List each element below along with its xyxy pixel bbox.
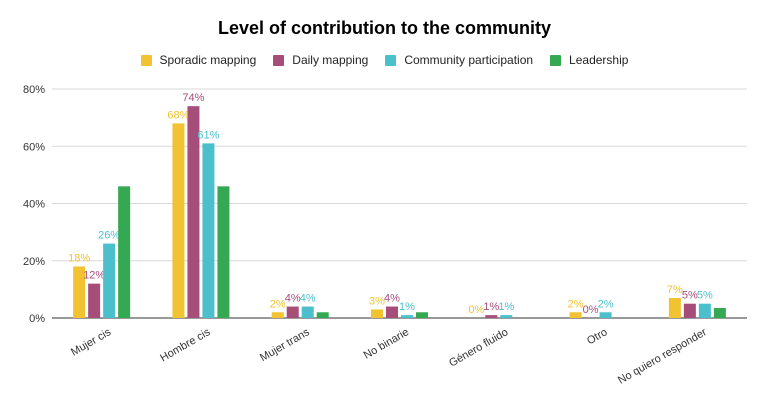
bar <box>371 309 383 318</box>
data-label: 18% <box>68 252 90 264</box>
bar <box>485 315 498 318</box>
bar <box>386 306 398 318</box>
bar <box>569 312 582 318</box>
data-label: 4% <box>285 293 301 305</box>
bar <box>118 186 131 318</box>
bar <box>73 266 86 318</box>
x-tick-label: Género fluido <box>447 326 510 369</box>
data-label: 2% <box>598 298 614 310</box>
bar <box>500 315 513 318</box>
bar <box>103 243 116 318</box>
data-label: 2% <box>270 298 286 310</box>
data-label: 5% <box>682 290 698 302</box>
legend-item: Daily mapping <box>273 53 368 67</box>
x-tick-label: Mujer cis <box>69 326 114 359</box>
data-label: 26% <box>98 230 120 242</box>
y-tick-label: 20% <box>23 256 45 268</box>
bar <box>202 143 215 318</box>
x-tick-label: No binarie <box>362 326 411 361</box>
bar <box>316 312 329 318</box>
x-tick-label: Mujer trans <box>258 326 312 364</box>
chart-legend: Sporadic mapping Daily mapping Community p… <box>0 53 769 67</box>
data-label: 1% <box>498 301 514 313</box>
bar <box>88 283 101 318</box>
bar <box>301 306 314 318</box>
bar <box>401 315 413 318</box>
bar <box>713 307 726 318</box>
data-label: 61% <box>197 129 219 141</box>
x-tick-label: Hombre cis <box>158 326 213 364</box>
data-label: 1% <box>399 301 415 313</box>
data-label: 12% <box>83 270 105 282</box>
legend-label: Sporadic mapping <box>159 53 257 67</box>
y-tick-label: 40% <box>23 199 45 211</box>
legend-swatch <box>550 54 562 66</box>
data-label: 4% <box>300 293 316 305</box>
data-label: 4% <box>384 293 400 305</box>
legend-item: Sporadic mapping <box>140 53 257 67</box>
legend-swatch <box>273 54 285 66</box>
legend-label: Community participation <box>404 53 534 67</box>
legend-item: Leadership <box>550 53 628 67</box>
data-label: 0% <box>583 304 599 316</box>
x-tick-label: Otro <box>585 326 610 347</box>
legend-label: Leadership <box>569 53 629 67</box>
bar <box>217 186 230 318</box>
data-label: 7% <box>667 284 683 296</box>
bar <box>271 312 284 318</box>
y-tick-label: 0% <box>29 313 45 325</box>
bar <box>683 303 696 318</box>
bar <box>172 123 185 318</box>
legend-swatch <box>385 54 397 66</box>
chart-title: Level of contribution to the community <box>218 18 551 38</box>
data-label: 3% <box>369 295 385 307</box>
y-tick-label: 60% <box>23 141 45 153</box>
bar <box>187 106 200 318</box>
x-tick-label: No quiero responder <box>616 326 709 387</box>
data-label: 68% <box>167 109 189 121</box>
bar <box>668 297 681 318</box>
data-label: 2% <box>568 298 584 310</box>
y-tick-label: 80% <box>23 84 45 96</box>
data-label: 5% <box>697 290 713 302</box>
data-label: 74% <box>182 92 204 104</box>
legend-item: Community participation <box>385 53 533 67</box>
legend-label: Daily mapping <box>292 53 369 67</box>
data-label: 0% <box>468 304 484 316</box>
bar <box>698 303 711 318</box>
legend-swatch <box>140 54 152 66</box>
bar <box>286 306 299 318</box>
bar <box>416 312 428 318</box>
bar <box>599 312 612 318</box>
data-label: 1% <box>483 301 499 313</box>
